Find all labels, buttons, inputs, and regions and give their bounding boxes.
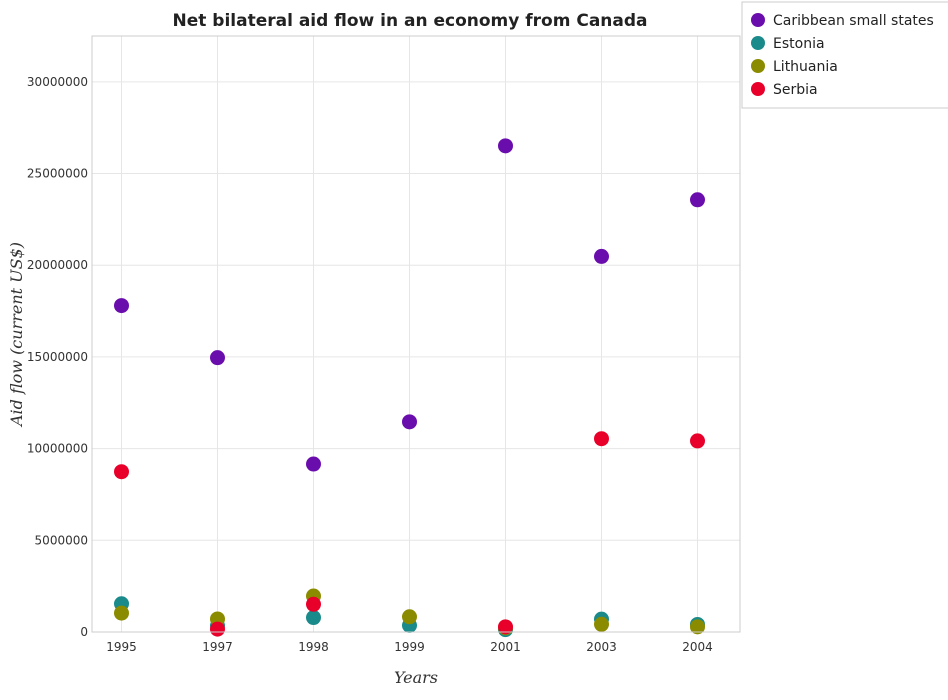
data-point <box>402 609 417 625</box>
data-point <box>306 456 321 472</box>
y-tick-label: 10000000 <box>27 442 88 456</box>
x-tick-labels: 1995 1997 1998 1999 2001 2003 2004 <box>106 640 713 654</box>
data-point <box>690 192 705 208</box>
data-point <box>594 616 609 632</box>
y-axis-label: Aid flow (current US$) <box>7 242 26 428</box>
legend-label: Serbia <box>773 82 818 98</box>
data-point <box>306 610 321 626</box>
legend-box <box>741 1 948 109</box>
chart-title: Net bilateral aid flow in an economy fro… <box>172 11 647 31</box>
x-tick-label: 1997 <box>202 640 233 654</box>
data-point <box>114 464 129 480</box>
y-tick-label: 0 <box>80 625 88 639</box>
legend-marker <box>751 13 765 27</box>
data-points <box>114 138 705 638</box>
data-point <box>210 350 225 366</box>
plot-frame <box>91 35 741 633</box>
data-point <box>306 596 321 612</box>
legend: Caribbean small states Estonia Lithuania Se… <box>741 1 948 109</box>
data-point <box>114 298 129 314</box>
y-tick-label: 30000000 <box>27 75 88 89</box>
grid-lines <box>92 36 740 633</box>
data-point <box>210 621 225 637</box>
data-point <box>690 433 705 449</box>
data-point <box>594 248 609 264</box>
data-point <box>498 138 513 154</box>
data-point <box>498 619 513 635</box>
legend-label: Lithuania <box>773 59 838 75</box>
x-tick-label: 1995 <box>106 640 137 654</box>
legend-marker <box>751 82 765 96</box>
x-tick-label: 2004 <box>682 640 713 654</box>
data-point <box>690 619 705 635</box>
data-point <box>114 605 129 621</box>
x-tick-label: 1999 <box>394 640 425 654</box>
x-tick-label: 2001 <box>490 640 521 654</box>
legend-marker <box>751 36 765 50</box>
x-tick-label: 2003 <box>586 640 617 654</box>
x-tick-label: 1998 <box>298 640 329 654</box>
legend-label: Caribbean small states <box>773 13 934 29</box>
series-0 <box>114 138 705 472</box>
legend-label: Estonia <box>773 36 825 52</box>
y-tick-label: 20000000 <box>27 258 88 272</box>
x-axis-label: Years <box>394 668 438 687</box>
data-point <box>594 431 609 447</box>
data-point <box>402 414 417 430</box>
series-3 <box>114 431 705 637</box>
y-tick-labels: 0 5000000 10000000 15000000 20000000 25000000… <box>27 75 88 639</box>
y-tick-label: 15000000 <box>27 350 88 364</box>
legend-marker <box>751 59 765 73</box>
y-tick-label: 25000000 <box>27 167 88 181</box>
y-tick-label: 5000000 <box>35 533 88 547</box>
